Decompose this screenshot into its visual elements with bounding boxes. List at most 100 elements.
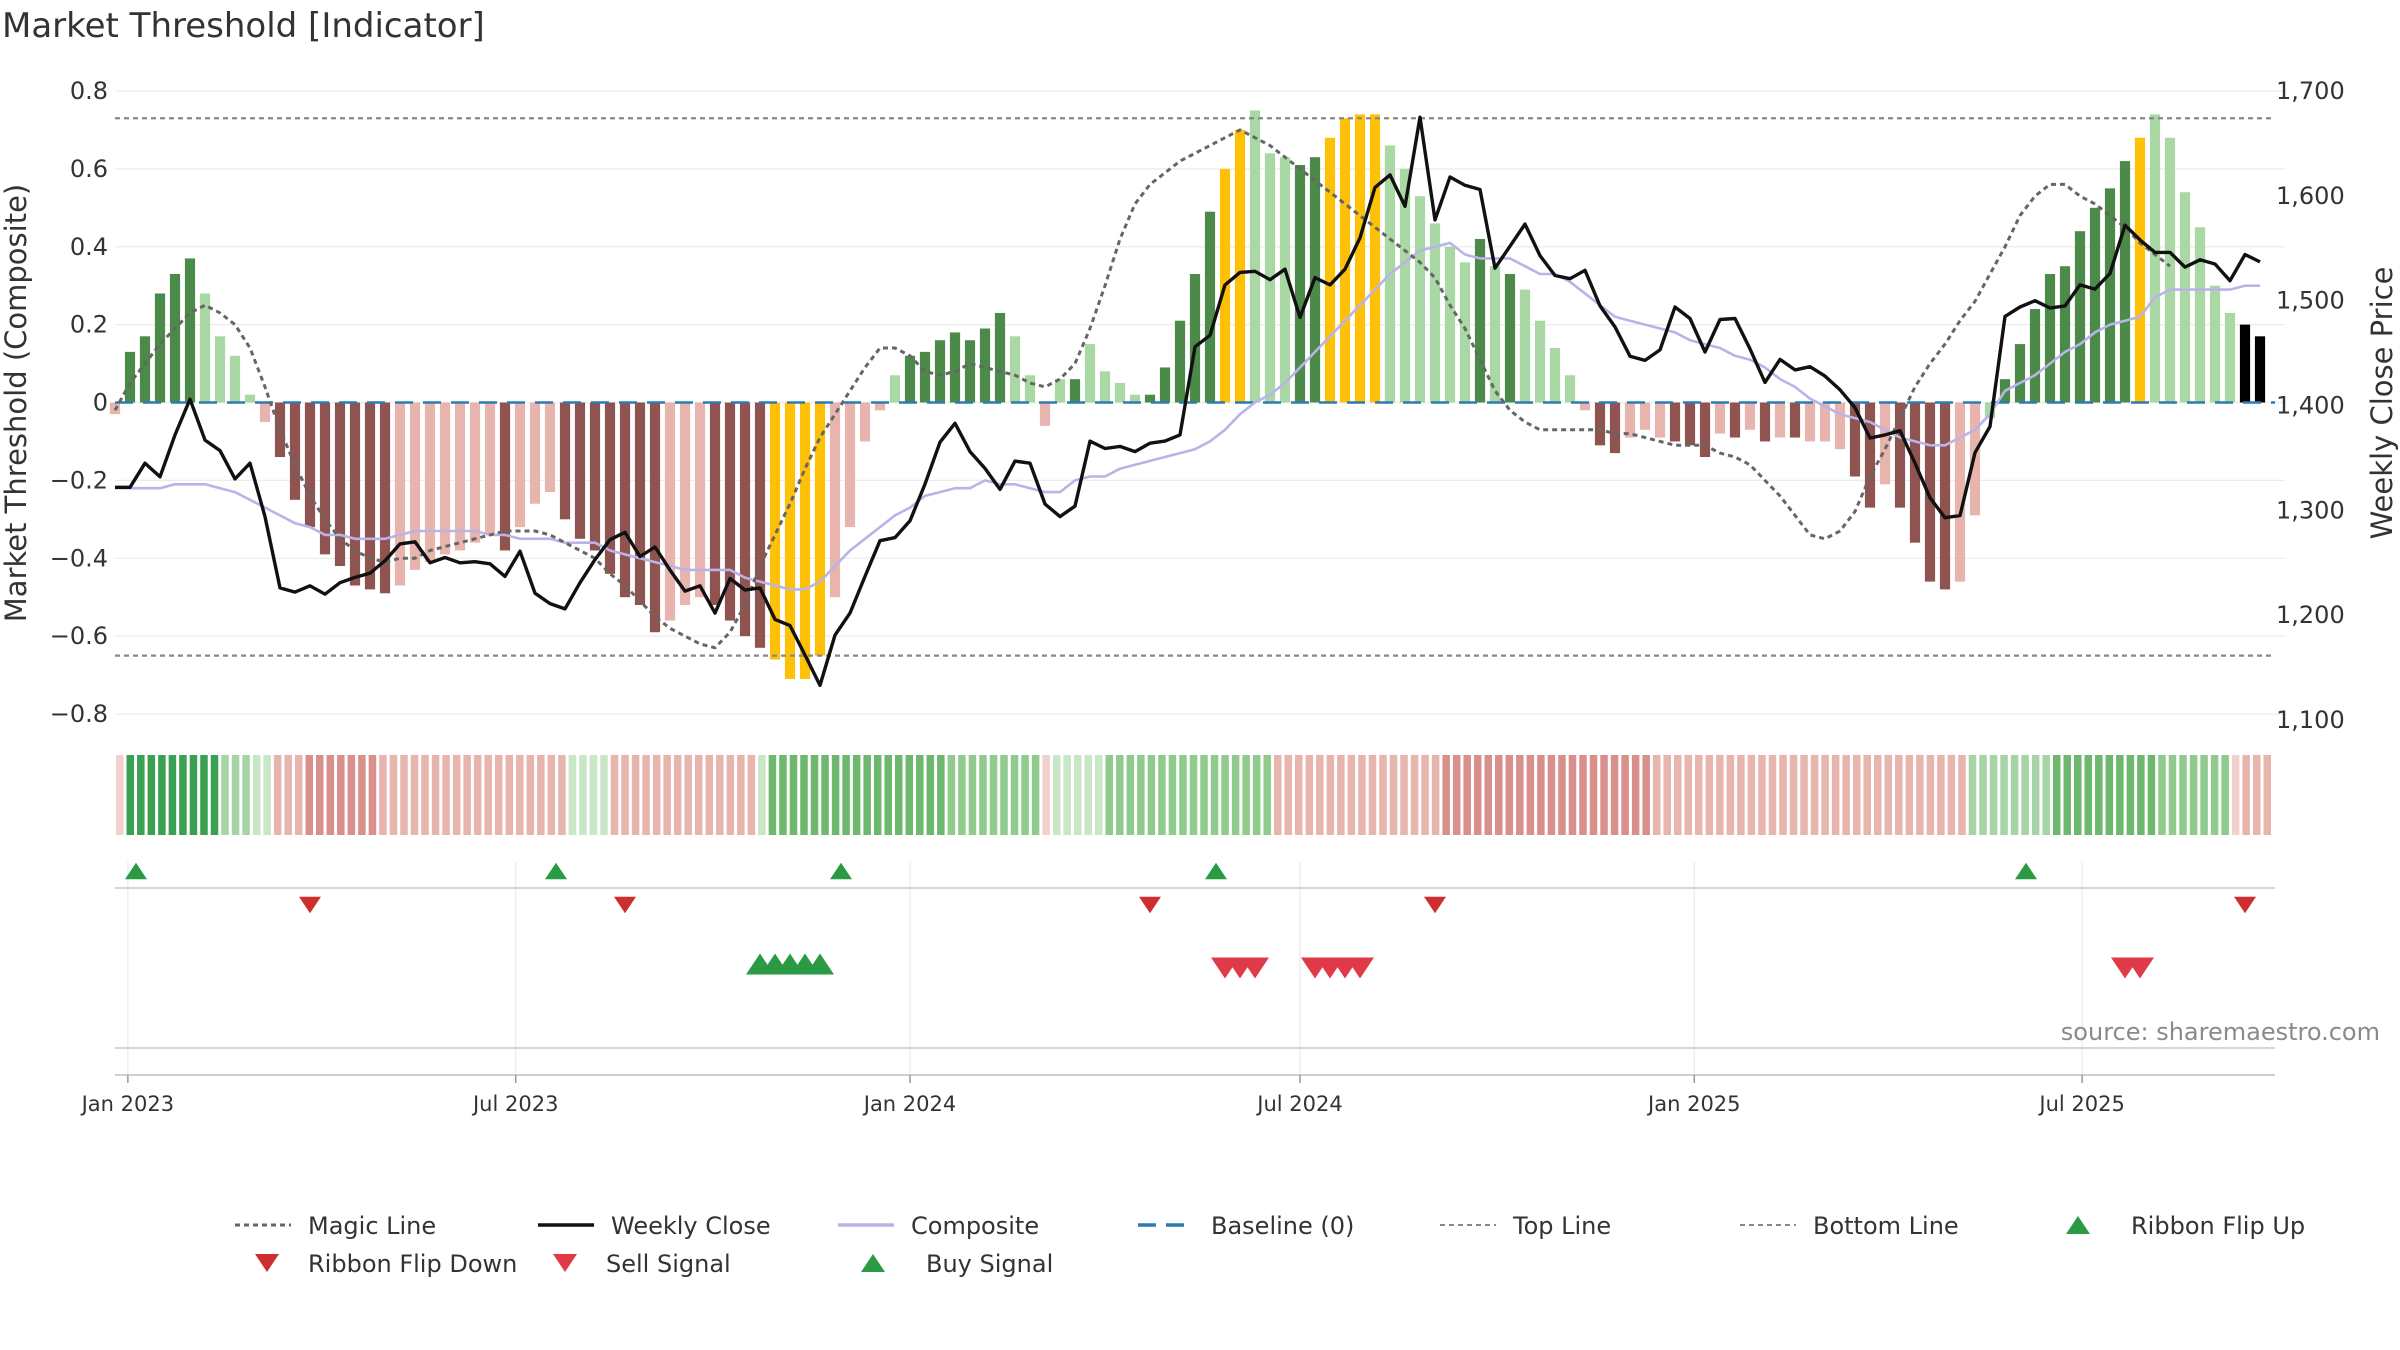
ribbon-segment (652, 755, 661, 835)
composite-bar (1444, 246, 1456, 403)
composite-bar (874, 402, 886, 411)
composite-bar (1939, 402, 1951, 590)
composite-bar (1684, 402, 1696, 446)
composite-bar (319, 402, 331, 555)
ribbon-segment (189, 755, 198, 835)
composite-bar (649, 402, 661, 633)
right-tick-label: 1,100 (2276, 706, 2345, 734)
ribbon-segment (1410, 755, 1419, 835)
composite-bar (2149, 114, 2161, 403)
ribbon-segment (2010, 755, 2019, 835)
ribbon-segment (1873, 755, 1882, 835)
ribbon-segment (989, 755, 998, 835)
composite-bar (289, 402, 301, 500)
ribbon-segment (1305, 755, 1314, 835)
ribbon-segment (852, 755, 861, 835)
composite-bar (2029, 309, 2041, 403)
legend-item: Ribbon Flip Down (255, 1250, 517, 1278)
ribbon-segment (1179, 755, 1187, 835)
composite-bar (769, 402, 781, 660)
ribbon-segment (168, 755, 177, 835)
ribbon-segment (1284, 755, 1293, 835)
ribbon-segment (1526, 755, 1535, 835)
composite-bar (1129, 394, 1141, 403)
ribbon-segment (1547, 755, 1556, 835)
composite-bar (1909, 402, 1921, 543)
ribbon-segment (294, 755, 303, 835)
composite-bar (334, 402, 346, 567)
ribbon-segment (810, 755, 819, 835)
date-axis: Jan 2023 Jul 2023 Jan 2024 Jul 2024 Jan 2025… (80, 1075, 2125, 1116)
composite-bar (1414, 196, 1426, 403)
composite-bar (439, 402, 451, 555)
source-label: source: sharemaestro.com (2061, 1018, 2380, 1046)
right-tick-label: 1,300 (2276, 496, 2345, 524)
composite-bar (1984, 402, 1996, 419)
trend-ribbon (116, 755, 2271, 835)
ribbon-segment (737, 755, 745, 835)
right-tick-label: 1,200 (2276, 601, 2345, 629)
composite-bar (1189, 274, 1201, 403)
ribbon-segment (410, 755, 419, 835)
left-tick-label: 0 (93, 389, 108, 417)
composite-bar (1819, 402, 1831, 442)
composite-bar (1039, 402, 1051, 426)
ribbon-flip-down-marker (1424, 896, 1446, 914)
composite-bar (1849, 402, 1861, 477)
composite-bar (1489, 266, 1501, 403)
ribbon-segment (916, 755, 924, 835)
composite-bar (154, 293, 166, 403)
composite-bar (574, 402, 586, 539)
composite-bar (2194, 227, 2206, 403)
ribbon-segment (705, 755, 714, 835)
composite-bar (964, 340, 976, 403)
ribbon-segment (1389, 755, 1398, 835)
composite-bar (1744, 402, 1756, 430)
sell-signal-marker (2126, 957, 2154, 979)
ribbon-segment (1368, 755, 1377, 835)
ribbon-segment (800, 755, 808, 835)
ribbon-segment (758, 755, 766, 835)
ribbon-segment (473, 755, 482, 835)
composite-bar (799, 402, 811, 679)
ribbon-segment (1116, 755, 1124, 835)
ribbon-flip-down-marker (1139, 896, 1161, 914)
x-tick-label: Jan 2023 (80, 1092, 175, 1116)
composite-bar (1789, 402, 1801, 438)
ribbon-segment (1379, 755, 1387, 835)
ribbon-segment (1084, 755, 1092, 835)
ribbon-segment (1094, 755, 1103, 835)
x-tick-label: Jul 2023 (471, 1092, 558, 1116)
composite-bar (1654, 402, 1666, 438)
ribbon-segment (1537, 755, 1545, 835)
composite-bar (499, 402, 511, 551)
composite-bar (979, 328, 991, 403)
ribbon-segment (2105, 755, 2114, 835)
ribbon-segment (1484, 755, 1493, 835)
legend-label: Sell Signal (606, 1250, 731, 1278)
right-tick-label: 1,700 (2276, 77, 2345, 105)
composite-bar (559, 402, 571, 520)
ribbon-segment (442, 755, 450, 835)
composite-bar (259, 402, 271, 422)
ribbon-segment (2063, 755, 2071, 835)
ribbon-segment (1779, 755, 1787, 835)
ribbon-segment (610, 755, 619, 835)
composite-bar (724, 402, 736, 621)
ribbon-segment (116, 755, 124, 835)
ribbon-segment (2147, 755, 2156, 835)
legend-item: Composite (838, 1212, 1039, 1240)
legend-label: Bottom Line (1813, 1212, 1959, 1240)
x-tick-label: Jan 2025 (1646, 1092, 1741, 1116)
composite-bar (2089, 207, 2101, 403)
ribbon-segment (1831, 755, 1840, 835)
ribbon-segment (1747, 755, 1756, 835)
ribbon-segment (2073, 755, 2082, 835)
legend-label: Buy Signal (926, 1250, 1053, 1278)
composite-bar (1174, 320, 1186, 403)
ribbon-segment (1642, 755, 1650, 835)
weekly-close-line (115, 115, 2261, 688)
ribbon-segment (947, 755, 956, 835)
composite-bar (1864, 402, 1876, 508)
composite-bar (1549, 347, 1561, 403)
